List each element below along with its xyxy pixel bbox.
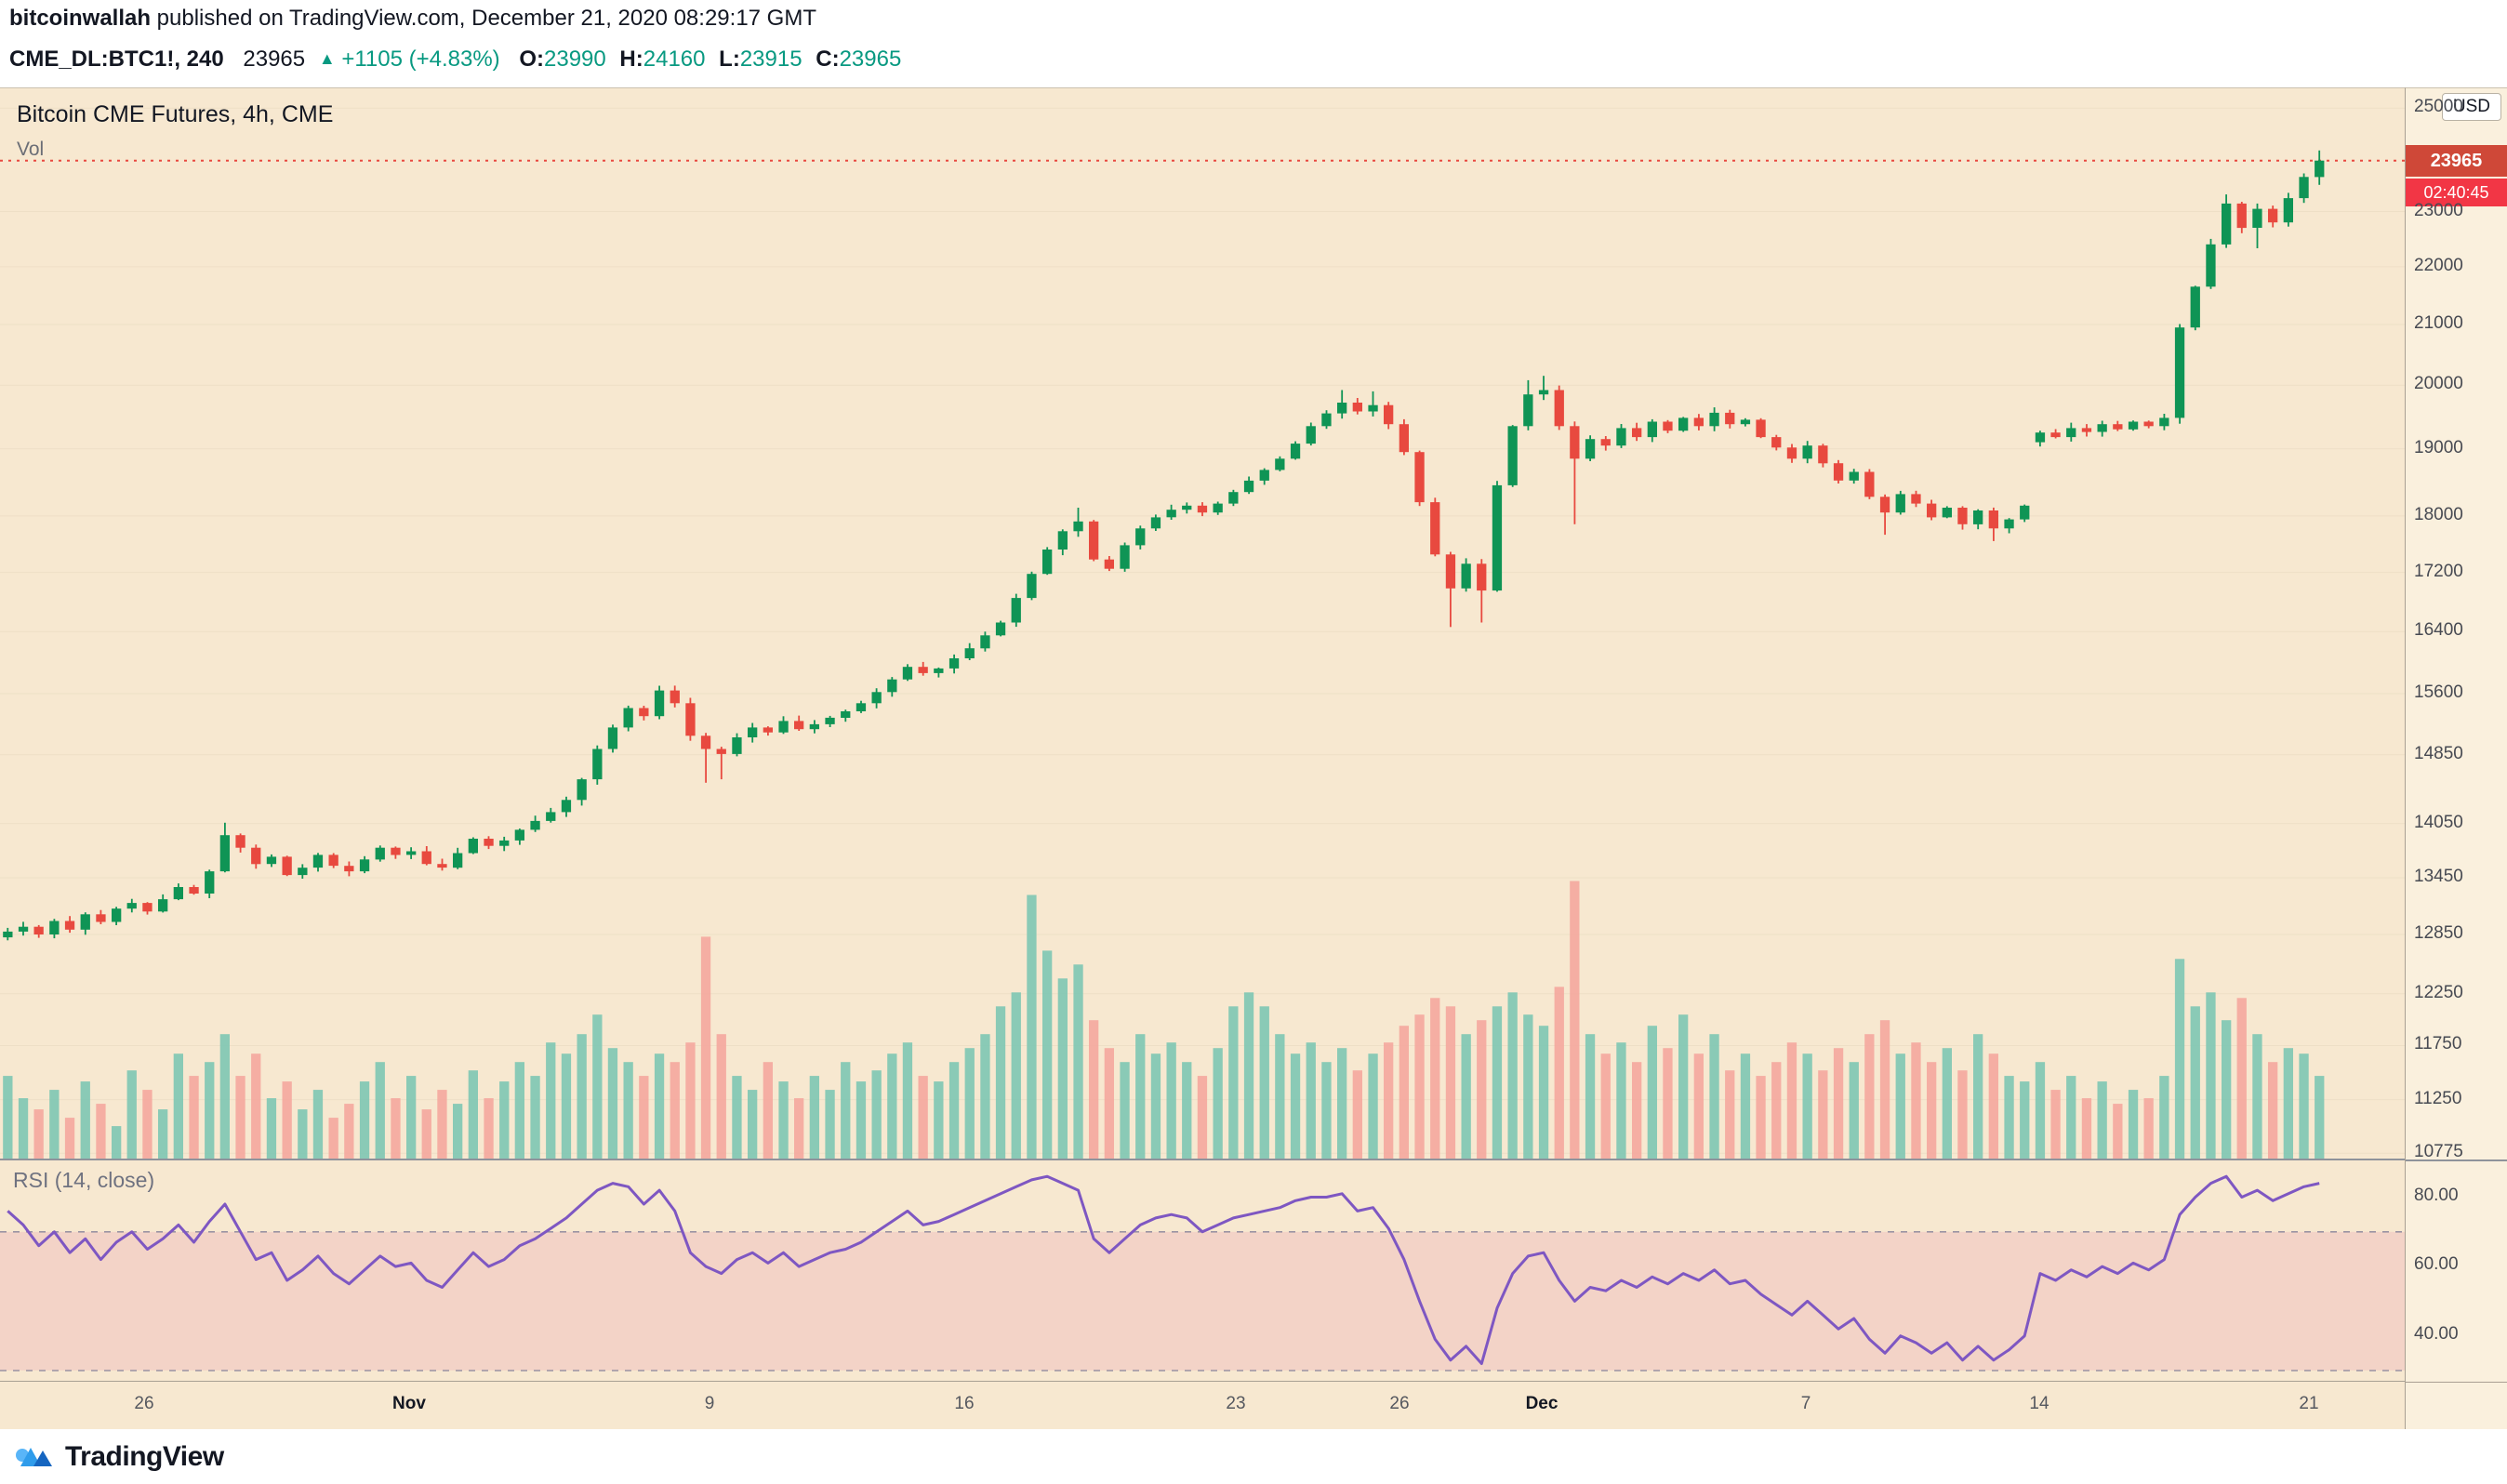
close-value: 23965 xyxy=(839,46,902,72)
price-tick-label: 12250 xyxy=(2414,983,2463,1002)
rsi-tick-label: 60.00 xyxy=(2414,1254,2459,1274)
rsi-line xyxy=(7,1174,2320,1365)
rsi-band xyxy=(0,1231,2405,1371)
price-tick-label: 20000 xyxy=(2414,374,2463,393)
price-tick-label: 15600 xyxy=(2414,682,2463,702)
chart-title: Bitcoin CME Futures, 4h, CME xyxy=(17,101,334,127)
price-tick-label: 10775 xyxy=(2414,1142,2463,1161)
last-price-badge: 23965 xyxy=(2406,145,2507,177)
time-tick-label: 26 xyxy=(134,1394,154,1413)
time-tick-label: 9 xyxy=(704,1394,715,1413)
time-tick-label: 21 xyxy=(2299,1394,2319,1413)
time-tick-label: 7 xyxy=(1800,1394,1811,1413)
published-text: published on TradingView.com, December 2… xyxy=(151,6,816,31)
price-tick-label: 12850 xyxy=(2414,923,2463,943)
time-tick-label: 26 xyxy=(1389,1394,1410,1413)
footer: TradingView xyxy=(0,1429,2507,1484)
price-axis[interactable]: USD 23965 02:40:45 25000 23000 22000 21000 2… xyxy=(2405,87,2507,1430)
author-name: bitcoinwallah xyxy=(9,6,152,31)
rsi-tick-label: 80.00 xyxy=(2414,1186,2459,1205)
price-tick-label: 22000 xyxy=(2414,256,2463,275)
time-tick-label: 14 xyxy=(2029,1394,2049,1413)
open-label: O: xyxy=(519,46,544,72)
publish-line: bitcoinwallah published on TradingView.c… xyxy=(9,6,816,32)
low-label: L: xyxy=(719,46,740,72)
price-tick-label: 11750 xyxy=(2414,1034,2462,1053)
price-tick-label: 16400 xyxy=(2414,620,2463,640)
time-axis[interactable]: 26 Nov 9 16 23 26 Dec 7 14 21 xyxy=(0,1381,2405,1430)
bar-countdown-badge: 02:40:45 xyxy=(2406,179,2507,206)
price-tick-label: 19000 xyxy=(2414,438,2463,457)
price-tick-label: 23000 xyxy=(2414,201,2463,220)
price-grid xyxy=(0,107,2405,1154)
price-tick-label: 18000 xyxy=(2414,505,2463,524)
price-tick-label: 21000 xyxy=(2414,313,2463,333)
rsi-tick-label: 40.00 xyxy=(2414,1324,2459,1344)
time-tick-label: Dec xyxy=(1525,1394,1559,1413)
tradingview-brand[interactable]: TradingView xyxy=(65,1440,224,1472)
time-tick-label: Nov xyxy=(392,1394,426,1413)
low-value: 23915 xyxy=(739,46,803,72)
tradingview-logo-icon[interactable] xyxy=(13,1444,56,1470)
price-tick-label: 25000 xyxy=(2414,97,2463,116)
volume-label: Vol xyxy=(17,139,45,160)
symbol-last-price: 23965 xyxy=(243,46,306,72)
change-text: +1105 (+4.83%) xyxy=(341,46,500,72)
price-tick-label: 14850 xyxy=(2414,744,2463,763)
header: bitcoinwallah published on TradingView.c… xyxy=(0,0,2507,87)
time-tick-label: 23 xyxy=(1226,1394,1246,1413)
price-tick-label: 14050 xyxy=(2414,813,2463,832)
time-tick-label: 16 xyxy=(954,1394,975,1413)
high-value: 24160 xyxy=(643,46,706,72)
rsi-indicator-label: RSI (14, close) xyxy=(13,1168,155,1192)
rsi-pane[interactable]: RSI (14, close) xyxy=(0,1159,2405,1383)
currency-toggle-button[interactable]: USD xyxy=(2441,93,2501,121)
price-tick-label: 13450 xyxy=(2414,867,2463,886)
symbol-line: CME_DL:BTC1!, 240 23965 ▲ +1105 (+4.83%)… xyxy=(9,46,901,73)
open-value: 23990 xyxy=(544,46,606,72)
close-label: C: xyxy=(816,46,840,72)
volume-layer xyxy=(3,881,2325,1159)
change-up-icon: ▲ xyxy=(318,49,336,68)
axis-pane-divider xyxy=(2406,1159,2507,1161)
high-label: H: xyxy=(619,46,643,72)
axis-time-divider xyxy=(2406,1382,2507,1383)
rsi-chart-canvas[interactable] xyxy=(0,1160,2405,1383)
price-chart-canvas[interactable] xyxy=(0,88,2405,1159)
price-tick-label: 11250 xyxy=(2414,1089,2462,1108)
candles-layer xyxy=(3,150,2325,941)
price-tick-label: 17200 xyxy=(2414,562,2463,581)
symbol-title: CME_DL:BTC1!, 240 xyxy=(9,46,224,72)
price-pane[interactable]: Bitcoin CME Futures, 4h, CME Vol xyxy=(0,87,2405,1159)
